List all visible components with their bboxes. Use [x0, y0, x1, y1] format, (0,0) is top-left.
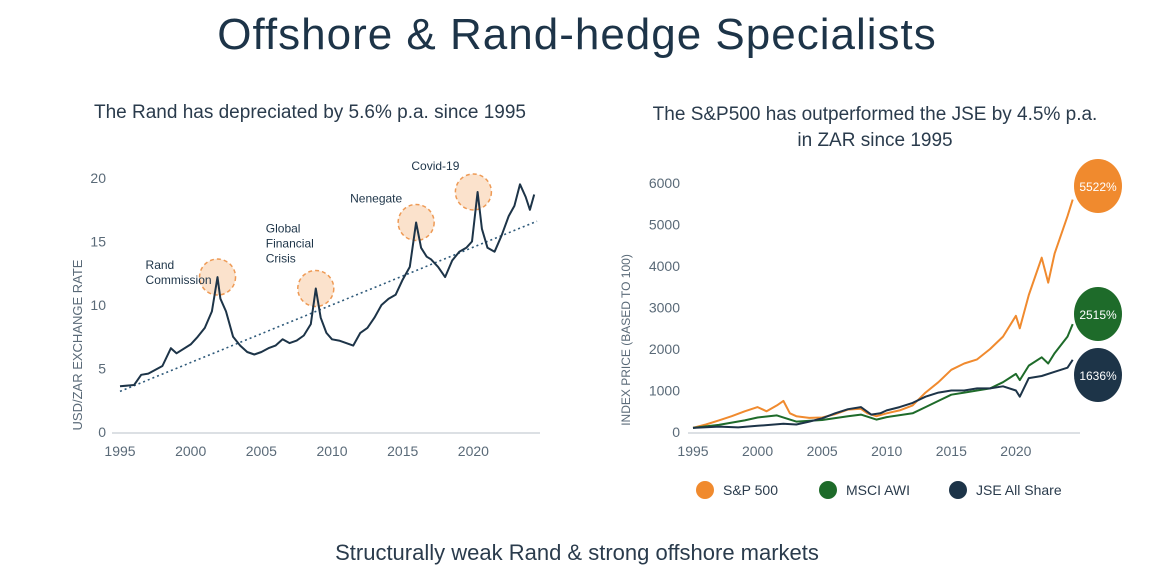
end-value-label: 5522% — [1079, 180, 1117, 194]
right-chart-subtitle-line2: in ZAR since 1995 — [797, 130, 953, 151]
event-annotation-label: Nenegate — [350, 191, 402, 205]
x-tick-label: 2015 — [387, 443, 418, 459]
y-tick-label: 5000 — [649, 217, 680, 233]
x-tick-label: 2005 — [807, 443, 838, 459]
y-tick-label: 2000 — [649, 341, 680, 357]
left-chart-subtitle: The Rand has depreciated by 5.6% p.a. si… — [93, 102, 526, 123]
y-tick-label: 15 — [90, 234, 106, 250]
x-tick-label: 2015 — [936, 443, 967, 459]
x-tick-label: 1995 — [104, 443, 135, 459]
x-tick-label: 2005 — [246, 443, 277, 459]
y-tick-label: 0 — [672, 424, 680, 440]
event-highlight-circle — [454, 173, 493, 211]
end-value-bubble — [1074, 348, 1122, 402]
y-tick-label: 6000 — [649, 175, 680, 191]
series-line — [692, 323, 1074, 429]
legend-swatch — [819, 481, 837, 499]
index-performance-chart: 0 1000 2000 3000 4000 5000 6000 1995 2000 2005 201… — [619, 159, 1122, 499]
legend-swatch — [696, 481, 714, 499]
trend-line — [119, 220, 538, 393]
y-axis-label: USD/ZAR EXCHANGE RATE — [70, 259, 85, 430]
legend-label: JSE All Share — [976, 482, 1062, 498]
series-line — [692, 359, 1074, 429]
x-tick-label: 2020 — [1000, 443, 1031, 459]
x-tick-label: 2010 — [871, 443, 902, 459]
y-tick-label: 10 — [90, 297, 106, 313]
y-axis-label: INDEX PRICE (BASED TO 100) — [619, 254, 633, 426]
y-tick-label: 20 — [90, 170, 106, 186]
footer-caption: Structurally weak Rand & strong offshore… — [335, 540, 819, 565]
end-value-label: 2515% — [1079, 308, 1117, 322]
y-tick-label: 4000 — [649, 258, 680, 274]
series-line — [692, 199, 1074, 429]
x-tick-label: 2000 — [742, 443, 773, 459]
y-tick-label: 1000 — [649, 383, 680, 399]
end-value-label: 1636% — [1079, 369, 1117, 383]
event-annotation-label: Global Financial Crisis — [266, 221, 314, 265]
right-chart-subtitle: The S&P500 has outperformed the JSE by 4… — [600, 102, 1150, 154]
legend-label: MSCI AWI — [846, 482, 910, 498]
event-annotation-label: Rand Commission — [146, 258, 212, 287]
event-annotation-label: Covid-19 — [411, 159, 459, 173]
end-value-bubble — [1074, 159, 1122, 213]
right-chart-subtitle-line1: The S&P500 has outperformed the JSE by 4… — [652, 104, 1098, 125]
x-tick-label: 2010 — [316, 443, 347, 459]
usd-zar-chart: 0 5 10 15 20 1995 2000 2005 2010 2015 2020 USD/ZAR … — [70, 159, 540, 459]
x-tick-label: 2000 — [175, 443, 206, 459]
legend-swatch — [949, 481, 967, 499]
end-value-bubble — [1074, 287, 1122, 341]
usd-zar-series-line — [119, 183, 536, 388]
page-title: Offshore & Rand-hedge Specialists — [217, 10, 937, 59]
y-tick-label: 0 — [98, 424, 106, 440]
x-tick-label: 2020 — [458, 443, 489, 459]
legend-label: S&P 500 — [723, 482, 778, 498]
x-tick-label: 1995 — [677, 443, 708, 459]
y-tick-label: 5 — [98, 361, 106, 377]
y-tick-label: 3000 — [649, 300, 680, 316]
